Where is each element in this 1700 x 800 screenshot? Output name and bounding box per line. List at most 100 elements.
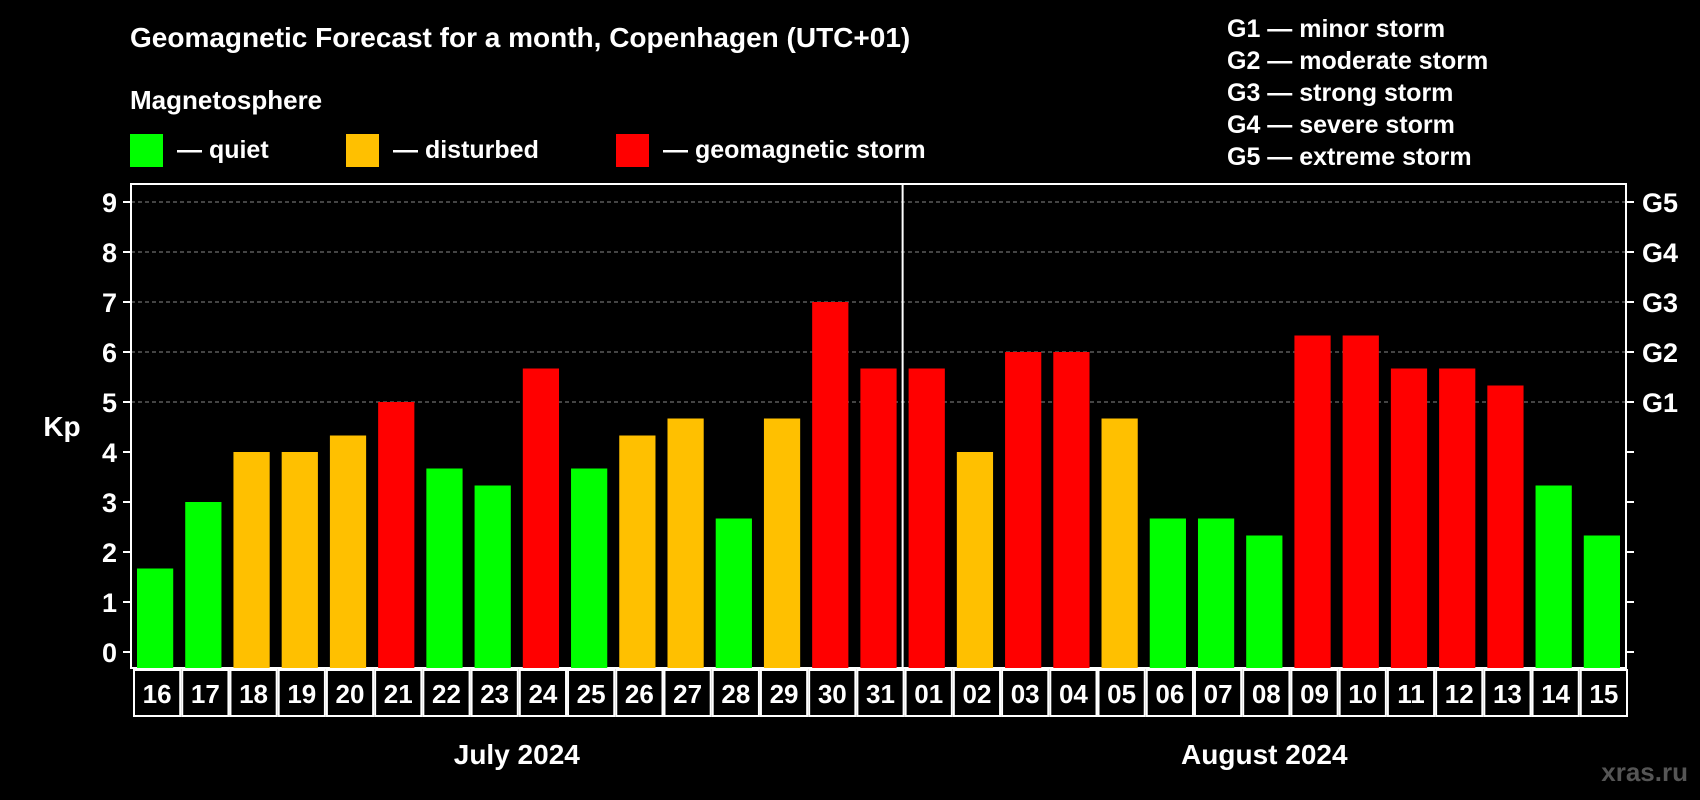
x-tick-label: 05 [1107,679,1136,709]
kp-bar [1197,518,1235,668]
kp-bar [619,435,656,668]
kp-bar [281,452,318,668]
y-tick-label: 9 [102,188,117,218]
x-tick-label: 28 [721,679,750,709]
x-tick-label: 31 [866,679,895,709]
kp-bar [908,368,945,668]
day-label-box [1290,669,1339,717]
x-tick-label: 25 [577,679,606,709]
x-tick-label: 18 [239,679,268,709]
x-tick-label: 10 [1348,679,1377,709]
g-level-label: G2 [1642,338,1678,368]
legend: — quiet — disturbed — geomagnetic storm [130,134,926,167]
month-label: July 2024 [454,739,581,770]
day-label-box [808,669,857,717]
storm-scale-item: G4 — severe storm [1227,111,1455,139]
day-label-box [663,669,712,717]
kp-bar [1583,535,1620,668]
x-tick-label: 30 [818,679,847,709]
kp-bar [715,518,752,668]
kp-bar [329,435,367,668]
chart-title: Geomagnetic Forecast for a month, Copenh… [130,22,910,53]
x-tick-label: 16 [143,679,172,709]
legend-label: — geomagnetic storm [663,136,926,164]
kp-bar [1342,335,1379,668]
day-label-box [470,669,519,717]
y-tick-label: 1 [102,588,117,618]
kp-bar [426,468,463,668]
y-tick-label: 4 [102,438,117,468]
kp-bar [1439,368,1476,668]
day-label-box [1097,669,1146,717]
x-tick-label: 27 [673,679,702,709]
legend-swatch [346,134,379,167]
y-tick-label: 8 [102,238,117,268]
x-tick-label: 09 [1300,679,1329,709]
x-tick-label: 13 [1493,679,1522,709]
day-label-box [422,669,471,717]
kp-bar [1053,352,1090,668]
day-label-box [1483,669,1532,717]
x-tick-label: 15 [1589,679,1618,709]
x-tick-label: 24 [528,679,557,709]
y-tick-label: 5 [102,388,117,418]
x-tick-label: 23 [480,679,509,709]
kp-bar [860,368,897,668]
day-label-box [904,669,953,717]
kp-bar [185,502,222,668]
day-label-box [1435,669,1484,717]
day-label-box [711,669,760,717]
kp-bar [1246,535,1283,668]
day-label-box [856,669,905,717]
day-label-box [952,669,1002,717]
day-label-box [1049,669,1098,717]
day-label-box [133,669,182,717]
kp-bar [137,568,174,668]
g-level-label: G1 [1642,388,1678,418]
legend-swatch [130,134,163,167]
storm-scale-list: G1 — minor storm G2 — moderate storm G3 — … [1227,15,1488,171]
y-tick-label: 6 [102,338,117,368]
kp-bar [1390,368,1428,668]
x-tick-label: 02 [962,679,991,709]
kp-bar [1149,518,1186,668]
x-tick-label: 12 [1445,679,1474,709]
x-tick-label: 04 [1059,679,1088,709]
storm-scale-item: G1 — minor storm [1227,15,1445,43]
day-label-box [1386,669,1436,717]
kp-bar [1005,352,1042,668]
y-tick-label: 0 [102,638,117,668]
storm-scale-item: G5 — extreme storm [1227,143,1472,171]
kp-bar [1294,335,1331,668]
g-level-label: G3 [1642,288,1678,318]
kp-bar [571,468,608,668]
day-label-box [518,669,568,717]
x-tick-label: 14 [1541,679,1570,709]
x-tick-label: 11 [1397,679,1425,709]
kp-bar [233,452,270,668]
month-label: August 2024 [1181,739,1348,770]
watermark: xras.ru [1601,757,1688,787]
x-tick-label: 26 [625,679,654,709]
day-label-box [1338,669,1387,717]
x-tick-label: 22 [432,679,461,709]
day-label-box [1531,669,1580,717]
day-label-box [1242,669,1291,717]
day-label-box [1193,669,1243,717]
x-tick-label: 06 [1155,679,1184,709]
x-tick-label: 03 [1011,679,1040,709]
day-label-box [229,669,278,717]
kp-bar [1535,485,1572,668]
storm-scale-item: G2 — moderate storm [1227,47,1488,75]
kp-bar [522,368,560,668]
x-tick-label: 07 [1204,679,1233,709]
y-tick-label: 3 [102,488,117,518]
legend-swatch [616,134,649,167]
kp-bar [1101,418,1138,668]
x-tick-label: 29 [770,679,799,709]
day-label-box [1579,669,1628,717]
legend-heading: Magnetosphere [130,85,322,115]
kp-bar [474,485,511,668]
y-axis-label: Kp [43,411,80,442]
